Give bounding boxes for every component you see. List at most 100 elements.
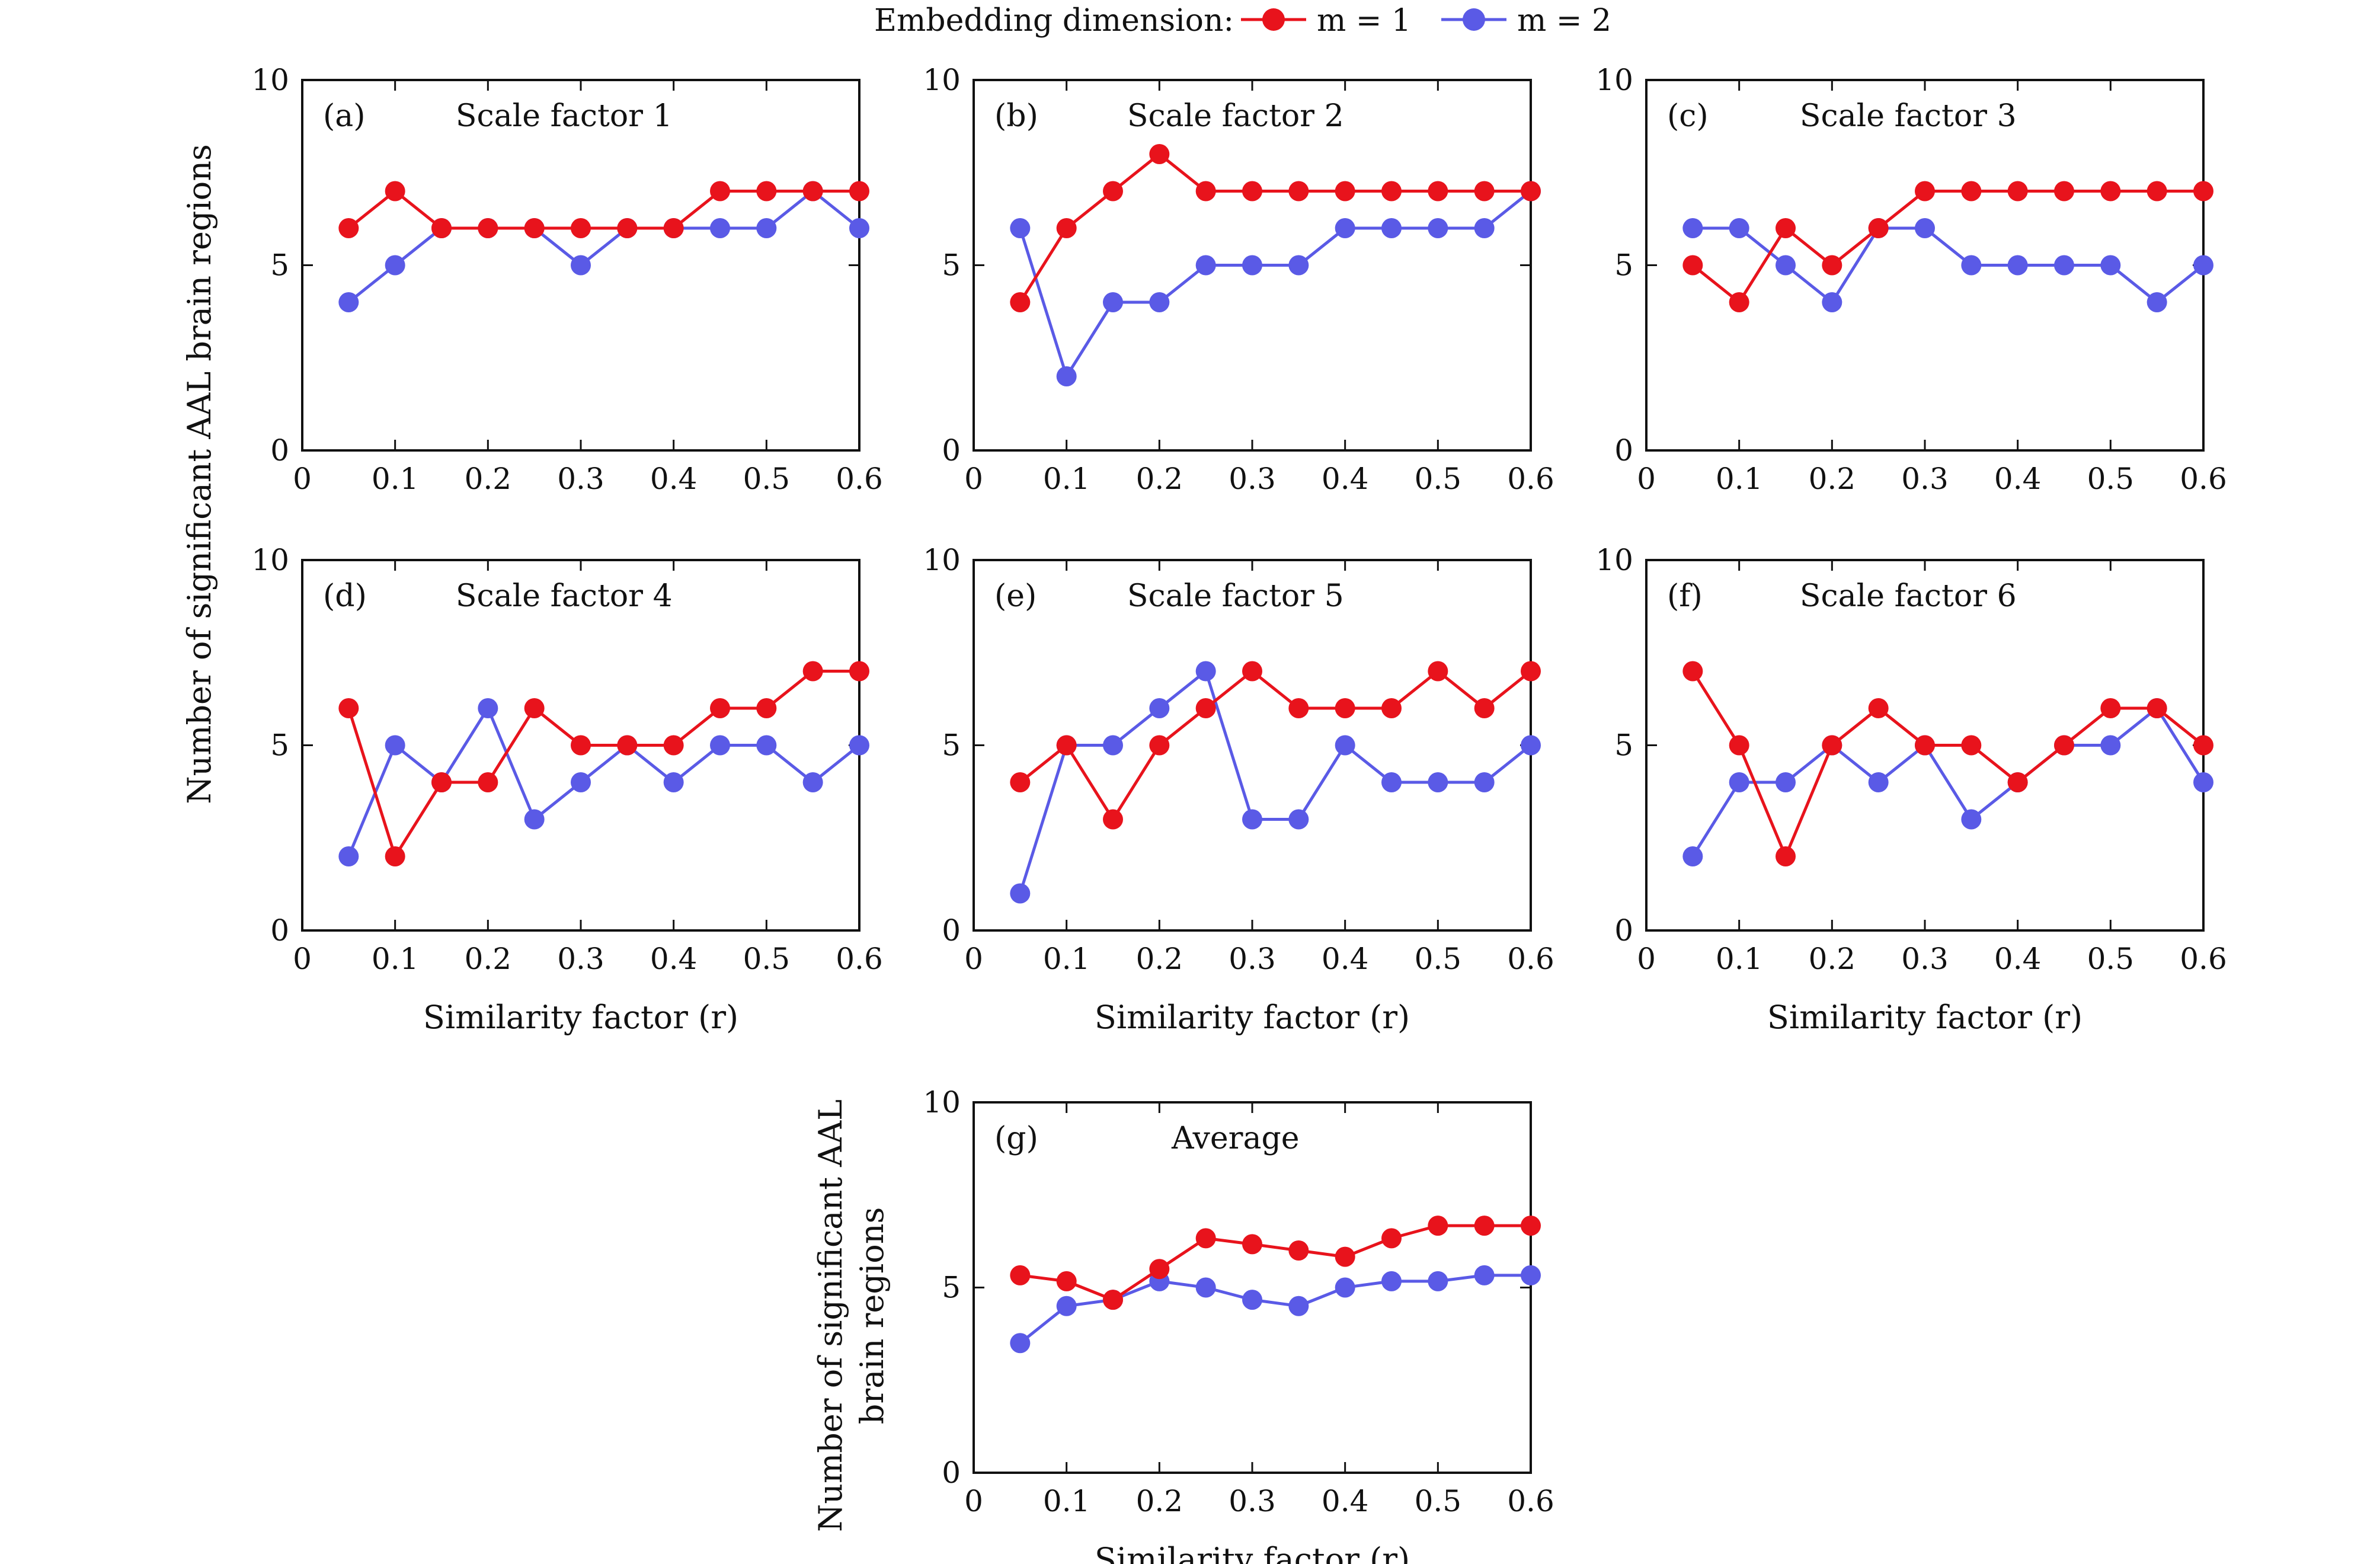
data-point-m1: [2100, 698, 2121, 718]
data-point-m2: [849, 735, 869, 756]
data-point-m2: [756, 735, 777, 756]
y-tick-label: 5: [1614, 728, 1633, 763]
x-axis-label: Similarity factor (r): [423, 999, 738, 1036]
x-tick-label: 0.5: [1415, 942, 1462, 976]
data-point-m2: [524, 809, 545, 830]
data-point-m2: [1776, 772, 1796, 792]
x-tick-label: 0.1: [372, 942, 419, 976]
y-tick-label: 0: [270, 433, 289, 468]
x-tick-label: 0.6: [2180, 942, 2227, 976]
data-point-m1: [663, 218, 684, 238]
data-point-m1: [1149, 144, 1170, 164]
x-tick-label: 0.2: [1136, 462, 1183, 496]
data-point-m2: [1428, 1271, 1448, 1291]
data-point-m1: [2007, 772, 2028, 792]
panel-letter: (g): [994, 1121, 1038, 1156]
data-point-m2: [2100, 735, 2121, 756]
data-point-m1: [1056, 735, 1077, 756]
y-axis-label-g-line2: brain regions: [853, 1207, 891, 1424]
y-axis-label-g-line1: Number of significant AAL: [812, 1099, 849, 1532]
x-tick-label: 0: [293, 942, 312, 976]
data-point-m2: [1729, 772, 1749, 792]
data-point-m1: [2147, 698, 2167, 718]
series-line-m2: [347, 190, 860, 303]
x-tick-label: 0.6: [1507, 1484, 1554, 1518]
data-point-m1: [1381, 698, 1402, 718]
data-point-m1: [1149, 735, 1170, 756]
x-tick-label: 0: [964, 942, 983, 976]
data-point-m1: [1103, 1290, 1123, 1310]
data-point-m1: [524, 698, 545, 718]
x-tick-label: 0.1: [1716, 942, 1763, 976]
x-tick-label: 0: [964, 1484, 983, 1518]
data-point-m1: [1961, 181, 1982, 202]
panel-title: Scale factor 3: [1800, 98, 2017, 134]
data-point-m2: [1195, 255, 1216, 276]
x-tick-label: 0.2: [1136, 1484, 1183, 1518]
data-point-m1: [1961, 735, 1982, 756]
data-point-m1: [338, 218, 359, 238]
data-point-m2: [1521, 1265, 1541, 1285]
y-tick-label: 0: [1614, 433, 1633, 468]
x-tick-label: 0: [293, 462, 312, 496]
data-point-m2: [1474, 218, 1495, 238]
data-point-m2: [1010, 1333, 1031, 1354]
data-point-m2: [2054, 255, 2074, 276]
data-point-m2: [2100, 255, 2121, 276]
data-point-m2: [1103, 735, 1123, 756]
data-point-m2: [1682, 218, 1703, 238]
data-point-m2: [1195, 661, 1216, 682]
y-tick-label: 10: [1595, 543, 1633, 577]
data-point-m1: [478, 772, 498, 792]
panel-letter: (e): [994, 578, 1037, 614]
panel-title: Scale factor 1: [456, 98, 673, 134]
x-tick-label: 0.5: [1415, 1484, 1462, 1518]
y-tick-label: 10: [251, 63, 289, 97]
data-point-m1: [1288, 1240, 1309, 1261]
series-line-m1: [1691, 670, 2205, 858]
x-tick-label: 0: [1637, 462, 1656, 496]
data-point-m2: [1961, 809, 1982, 830]
data-point-m1: [710, 698, 730, 718]
series-line-m2: [1693, 226, 2205, 304]
data-point-m2: [1242, 255, 1262, 276]
data-point-m2: [663, 772, 684, 792]
x-tick-label: 0.3: [557, 462, 604, 496]
data-point-m1: [571, 218, 591, 238]
data-point-m2: [478, 698, 498, 718]
data-point-m2: [1335, 735, 1355, 756]
data-point-m2: [849, 218, 869, 238]
series-line-m2: [1691, 706, 2205, 858]
y-tick-label: 10: [1595, 63, 1633, 97]
y-tick-label: 5: [270, 248, 289, 283]
panel-title: Scale factor 2: [1127, 98, 1344, 134]
data-point-m2: [571, 255, 591, 276]
x-tick-label: 0: [1637, 942, 1656, 976]
data-point-m1: [1729, 292, 1749, 312]
y-tick-label: 0: [942, 433, 961, 468]
panel-e: 0 0.1 0.2 0.3 0.4 0.5 0.6 0 5 10 (e) Scale factor 5…: [923, 543, 1554, 1036]
data-point-m1: [431, 772, 452, 792]
data-point-m2: [1961, 255, 1982, 276]
x-tick-label: 0.1: [372, 462, 419, 496]
series-line-m1: [347, 190, 859, 230]
data-point-m1: [849, 181, 869, 202]
data-point-m2: [1242, 809, 1262, 830]
data-point-m2: [1335, 1277, 1355, 1298]
data-point-m2: [802, 772, 823, 792]
data-point-m1: [617, 735, 638, 756]
x-tick-label: 0.3: [557, 942, 604, 976]
x-tick-label: 0.6: [836, 942, 883, 976]
data-point-m2: [2193, 772, 2213, 792]
data-point-m2: [1335, 218, 1355, 238]
y-tick-label: 5: [1614, 248, 1633, 283]
data-point-m2: [571, 772, 591, 792]
data-point-m1: [1521, 1216, 1541, 1236]
y-tick-label: 10: [251, 543, 289, 577]
data-point-m2: [1474, 772, 1495, 792]
x-axis-label: Similarity factor (r): [1767, 999, 2082, 1036]
y-tick-label: 5: [942, 248, 961, 283]
data-point-m1: [663, 735, 684, 756]
data-point-m2: [1381, 1271, 1402, 1291]
